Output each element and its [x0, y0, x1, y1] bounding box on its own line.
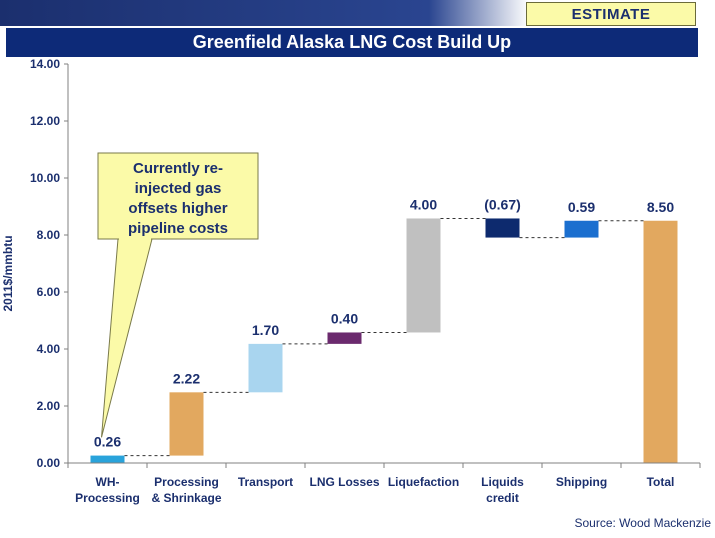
- bar: [169, 392, 204, 456]
- category-label: Shipping: [556, 475, 607, 489]
- bar: [406, 218, 441, 333]
- y-tick-label: 2.00: [37, 399, 61, 413]
- bars: [90, 218, 678, 463]
- annotation-text: Currently re-injected gas offsets higher p…: [128, 160, 228, 237]
- annotation-callout: Currently re-injected gas offsets higher p…: [97, 152, 259, 438]
- y-tick-label: 14.00: [30, 57, 60, 71]
- y-tick-label: 12.00: [30, 114, 60, 128]
- estimate-badge: ESTIMATE: [526, 2, 696, 26]
- category-label: Total: [647, 475, 675, 489]
- bar: [327, 332, 362, 344]
- value-label: (0.67): [484, 196, 521, 212]
- y-tick-label: 0.00: [37, 456, 61, 470]
- value-label: 1.70: [252, 322, 279, 338]
- y-tick-label: 6.00: [37, 285, 61, 299]
- bar: [485, 218, 520, 238]
- chart-title: Greenfield Alaska LNG Cost Build Up: [6, 28, 698, 57]
- value-label: 0.26: [94, 434, 121, 450]
- connector-lines: [124, 217, 644, 457]
- callout-box: [97, 152, 259, 240]
- y-tick-label: 8.00: [37, 228, 61, 242]
- value-label: 0.40: [331, 310, 358, 326]
- category-label: LNG Losses: [309, 475, 379, 489]
- value-label: 8.50: [647, 199, 674, 215]
- y-axis-label: 2011$/mmbtu: [1, 235, 15, 311]
- source-note: Source: Wood Mackenzie: [574, 516, 711, 530]
- bar: [248, 343, 283, 393]
- y-tick-label: 4.00: [37, 342, 61, 356]
- value-label: 4.00: [410, 196, 437, 212]
- value-label: 2.22: [173, 370, 200, 386]
- bar: [564, 220, 599, 238]
- category-label: Processing & Shrinkage: [151, 475, 221, 505]
- axes: 0.00 2.00 4.00 6.00 8.00 10.00 12.00 14.00 2011$…: [1, 57, 701, 470]
- category-label: Transport: [238, 475, 293, 489]
- bar: [90, 455, 125, 463]
- y-tick-label: 10.00: [30, 171, 60, 185]
- category-label: WH-Processing: [75, 475, 140, 505]
- value-label: 0.59: [568, 199, 595, 215]
- callout-pointer: [101, 238, 153, 438]
- bar: [643, 220, 678, 463]
- category-label: Liquefaction: [388, 475, 459, 489]
- labels: 0.26 2.22 1.70 0.40 4.00 (0.67) 0.59 8.50 WH-Pro…: [75, 196, 674, 505]
- category-label: Liquids credit: [481, 475, 524, 505]
